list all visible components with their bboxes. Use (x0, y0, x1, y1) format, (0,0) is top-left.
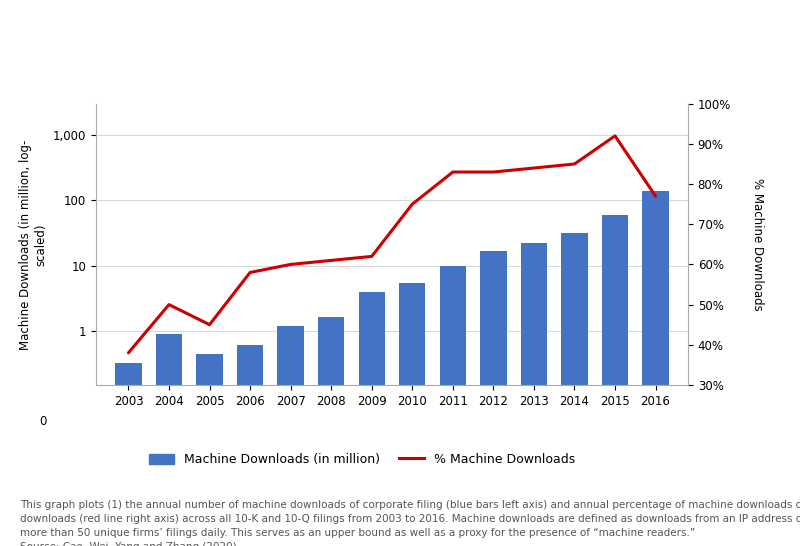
Bar (399, 283, 426, 546)
Bar (318, 317, 344, 546)
Y-axis label: % Machine Downloads: % Machine Downloads (750, 178, 763, 311)
Text: FIGURE 6: Trends in Machine Download: FIGURE 6: Trends in Machine Download (20, 30, 416, 48)
Bar (237, 345, 263, 546)
Bar (196, 354, 222, 546)
Bar (480, 251, 506, 546)
Y-axis label: Machine Downloads (in million, log-
scaled): Machine Downloads (in million, log- scal… (19, 139, 47, 349)
Bar (562, 233, 588, 546)
Text: This graph plots (1) the annual number of machine downloads of corporate filing : This graph plots (1) the annual number o… (20, 500, 800, 546)
Bar (521, 244, 547, 546)
Legend: Machine Downloads (in million), % Machine Downloads: Machine Downloads (in million), % Machin… (150, 453, 575, 466)
Bar (440, 266, 466, 546)
Bar (156, 334, 182, 546)
Text: 0: 0 (39, 416, 47, 429)
Bar (642, 191, 669, 546)
Bar (278, 326, 304, 546)
Bar (358, 292, 385, 546)
Bar (115, 363, 142, 546)
Bar (602, 215, 628, 546)
